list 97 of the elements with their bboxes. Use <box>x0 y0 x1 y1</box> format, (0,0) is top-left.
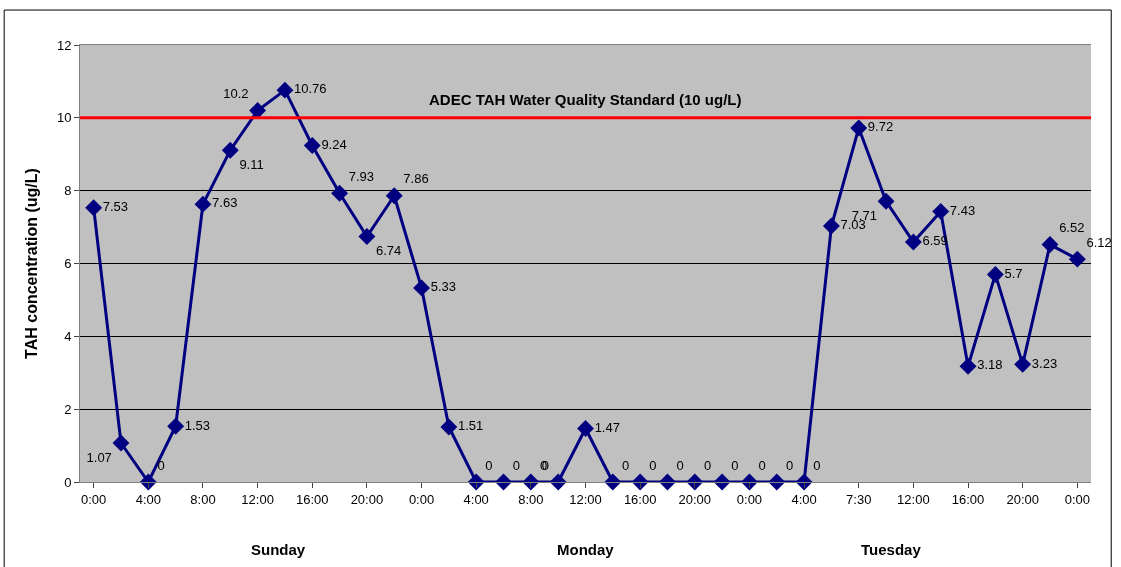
point <box>467 473 485 491</box>
point <box>358 228 376 245</box>
point <box>959 357 977 375</box>
x-tick-label: 0:00 <box>408 491 435 507</box>
x-tick-label: 0:00 <box>1064 491 1090 507</box>
y-tick-label: 2 <box>64 401 72 417</box>
point <box>549 473 567 491</box>
point <box>768 473 786 491</box>
data-label: 9.24 <box>321 136 347 152</box>
point <box>1068 250 1086 268</box>
x-tick-label: 4:00 <box>463 491 489 507</box>
y-tick-label: 10 <box>56 110 72 126</box>
point <box>139 473 157 491</box>
data-label: 0 <box>758 457 766 473</box>
x-tick-label: 8:00 <box>190 491 216 507</box>
point <box>932 202 950 220</box>
point <box>413 279 430 297</box>
x-tick-label: 20:00 <box>678 491 712 507</box>
text: Sunday <box>251 541 306 558</box>
data-label: 0 <box>649 457 657 473</box>
data-label: 7.43 <box>949 202 976 218</box>
data-label: 9.11 <box>239 157 264 173</box>
point <box>385 187 403 205</box>
point <box>303 137 321 154</box>
point <box>85 199 103 217</box>
data-label: 1.53 <box>184 417 211 433</box>
x-tick-label: 16:00 <box>951 491 985 507</box>
x-tick-label: 4:00 <box>135 491 161 507</box>
y-tick-label: 6 <box>64 256 72 272</box>
data-label: 10.2 <box>223 86 249 102</box>
data-label: 3.23 <box>1031 355 1058 371</box>
point <box>577 420 594 437</box>
x-tick-label: 16:00 <box>295 491 329 507</box>
point <box>276 81 294 99</box>
data-label: 3.18 <box>977 357 1003 373</box>
data-label: 5.7 <box>1004 265 1023 281</box>
x-tick-label: 0:00 <box>81 491 107 507</box>
data-label: 1.47 <box>594 419 620 435</box>
y-tick-label: 0 <box>64 474 72 490</box>
data-label: 0 <box>785 457 794 473</box>
x-tick-label: 12:00 <box>897 491 930 507</box>
data-label: 1.51 <box>458 418 484 434</box>
point <box>112 434 130 452</box>
point <box>221 141 239 159</box>
point <box>522 473 540 491</box>
x-tick-label: 8:00 <box>518 491 544 507</box>
point <box>194 195 212 213</box>
x-tick-label: 16:00 <box>623 491 657 507</box>
data-label: 6.12 <box>1086 234 1112 250</box>
data-label: 7.63 <box>212 195 238 211</box>
text: Tuesday <box>861 541 922 558</box>
point <box>822 217 840 235</box>
point <box>604 473 622 491</box>
data-label: 0 <box>621 457 630 473</box>
data-label: 5.33 <box>430 279 456 295</box>
point <box>331 184 349 202</box>
data-label: 0 <box>157 457 165 473</box>
data-label: 7.86 <box>403 171 429 187</box>
data-label: 9.72 <box>867 119 894 135</box>
point <box>440 418 458 436</box>
point <box>686 473 704 491</box>
data-label: 10.76 <box>294 81 327 97</box>
data-label: 0 <box>813 457 821 473</box>
x-tick-label: 20:00 <box>1006 491 1039 507</box>
point <box>986 265 1004 283</box>
data-label: 1.07 <box>86 449 112 465</box>
data-label: 0 <box>676 457 684 473</box>
point <box>1041 236 1059 254</box>
y-axis-title: TAH concentration (ug/L) <box>22 168 40 359</box>
point <box>713 473 731 491</box>
y-tick-label: 4 <box>64 328 72 344</box>
x-tick-label: 20:00 <box>350 491 384 507</box>
point <box>167 417 185 435</box>
point <box>1014 355 1032 373</box>
data-label: 7.53 <box>102 199 129 215</box>
x-tick-label: 12:00 <box>241 491 274 507</box>
y-tick-label: 12 <box>56 37 72 53</box>
ref-line-label: ADEC TAH Water Quality Standard (10 ug/L) <box>429 91 742 108</box>
x-tick-label: 4:00 <box>791 491 817 507</box>
point <box>631 473 649 491</box>
x-tick-label: 7:30 <box>846 491 872 507</box>
data-label: 0 <box>485 457 493 473</box>
data-label: 7.93 <box>348 168 375 184</box>
data-label: 0 <box>731 457 739 473</box>
point <box>877 192 895 210</box>
x-tick-label: 12:00 <box>569 491 602 507</box>
point <box>249 102 267 119</box>
x-tick-label: 0:00 <box>736 491 763 507</box>
data-label: 0 <box>539 457 548 473</box>
data-label: 6.52 <box>1059 220 1085 236</box>
y-tick-label: 8 <box>64 183 72 199</box>
text: Monday <box>557 541 615 558</box>
data-label: 0 <box>703 457 712 473</box>
data-label: 6.74 <box>376 243 402 259</box>
point <box>904 233 922 251</box>
point <box>850 119 868 137</box>
data-label: 0 <box>512 457 520 473</box>
